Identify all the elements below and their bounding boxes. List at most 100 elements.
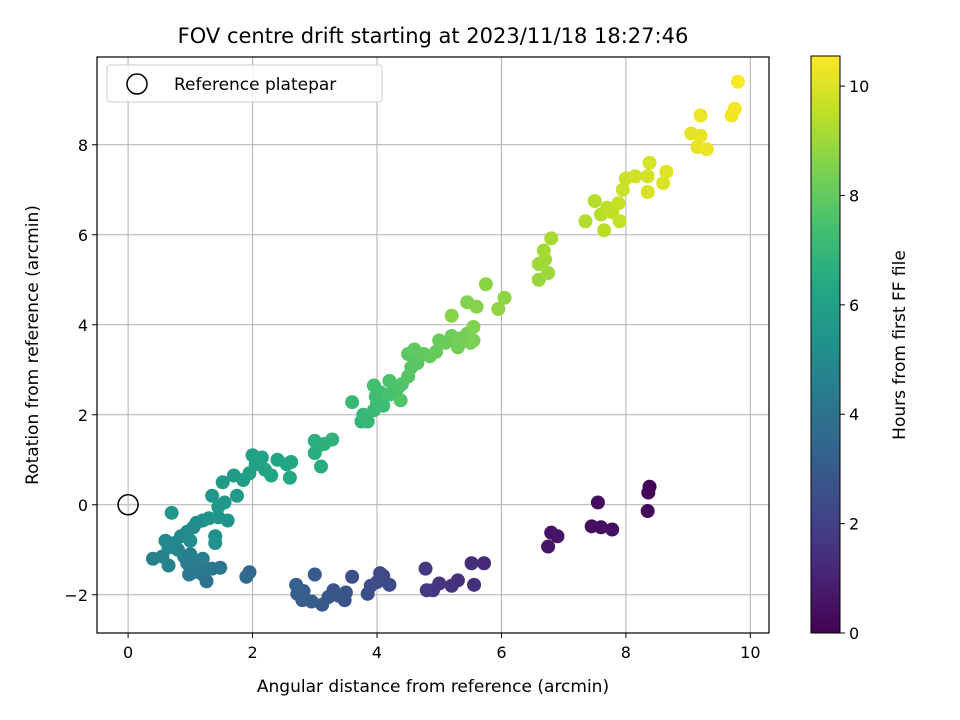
x-tick-label: 4 bbox=[372, 643, 382, 662]
data-point bbox=[727, 101, 742, 116]
colorbar-tick-label: 6 bbox=[849, 296, 859, 315]
data-points bbox=[146, 74, 745, 612]
data-point bbox=[544, 525, 559, 540]
data-point bbox=[578, 214, 593, 229]
x-tick-label: 0 bbox=[123, 643, 133, 662]
colorbar-label: Hours from first FF file bbox=[890, 250, 910, 440]
legend: Reference platepar bbox=[106, 64, 383, 103]
data-point bbox=[208, 536, 223, 550]
x-tick-label: 8 bbox=[621, 643, 631, 662]
data-point bbox=[641, 485, 656, 500]
plot-frame bbox=[96, 56, 770, 634]
data-point bbox=[444, 308, 459, 323]
data-point bbox=[466, 320, 481, 334]
colorbar-tick-label: 4 bbox=[849, 405, 859, 424]
data-point bbox=[464, 556, 479, 571]
data-point bbox=[158, 533, 173, 548]
data-point bbox=[284, 455, 299, 469]
data-point bbox=[345, 569, 360, 584]
y-tick-label: 4 bbox=[78, 316, 88, 335]
colorbar: 0 2 4 6 8 10 Hours from first FF file bbox=[810, 55, 910, 643]
data-point bbox=[393, 393, 408, 408]
data-point bbox=[239, 569, 254, 584]
chart-title: FOV centre drift starting at 2023/11/18 … bbox=[178, 24, 689, 48]
grid-lines bbox=[97, 57, 769, 633]
colorbar-tick-label: 8 bbox=[849, 186, 859, 205]
data-point bbox=[211, 500, 226, 514]
data-point bbox=[205, 488, 220, 503]
colorbar-tick-label: 2 bbox=[849, 515, 859, 534]
data-point bbox=[164, 505, 179, 520]
data-point bbox=[478, 277, 493, 292]
data-point bbox=[594, 520, 608, 535]
data-point bbox=[693, 108, 708, 123]
data-point bbox=[497, 290, 512, 305]
data-point bbox=[264, 468, 279, 483]
x-axis-label: Angular distance from reference (arcmin) bbox=[257, 677, 609, 697]
y-tick-label: 8 bbox=[78, 136, 88, 155]
legend-entry-reference-platepar: Reference platepar bbox=[174, 75, 336, 95]
data-point bbox=[491, 302, 506, 316]
data-point bbox=[418, 561, 433, 576]
data-point bbox=[541, 266, 556, 280]
x-axis-ticks: 0 2 4 6 8 10 bbox=[123, 633, 761, 662]
data-point bbox=[693, 128, 708, 143]
data-point bbox=[360, 414, 375, 429]
data-point bbox=[730, 74, 745, 89]
reference-platepar-marker bbox=[117, 494, 139, 516]
data-point bbox=[469, 299, 484, 314]
data-point bbox=[699, 142, 714, 157]
data-point bbox=[444, 578, 459, 593]
data-point bbox=[325, 432, 340, 447]
y-tick-label: −2 bbox=[64, 586, 88, 605]
data-point bbox=[254, 450, 269, 465]
y-tick-label: 6 bbox=[78, 226, 88, 245]
data-point bbox=[382, 577, 397, 592]
data-point bbox=[642, 155, 657, 170]
x-tick-label: 2 bbox=[247, 643, 257, 662]
data-point bbox=[314, 459, 328, 474]
x-tick-label: 10 bbox=[740, 643, 760, 662]
data-point bbox=[477, 556, 492, 571]
x-tick-label: 6 bbox=[496, 643, 506, 662]
data-point bbox=[628, 169, 643, 184]
colorbar-tick-label: 10 bbox=[849, 77, 869, 96]
data-point bbox=[429, 344, 444, 359]
y-tick-label: 2 bbox=[78, 406, 88, 425]
data-point bbox=[466, 333, 481, 348]
data-point bbox=[597, 223, 612, 238]
data-point bbox=[612, 214, 627, 229]
colorbar-tick-label: 0 bbox=[849, 624, 859, 643]
data-point bbox=[590, 495, 605, 510]
data-point bbox=[587, 194, 602, 208]
legend-marker-icon bbox=[126, 73, 148, 95]
data-point bbox=[307, 567, 322, 582]
data-point bbox=[640, 185, 655, 199]
data-point bbox=[605, 522, 620, 537]
data-point bbox=[659, 164, 674, 179]
data-point bbox=[282, 470, 297, 485]
data-point bbox=[230, 488, 244, 503]
data-point bbox=[541, 539, 556, 554]
colorbar-gradient bbox=[810, 55, 841, 634]
data-point bbox=[205, 561, 220, 576]
data-point bbox=[656, 176, 671, 190]
y-tick-label: 0 bbox=[78, 496, 88, 515]
data-point bbox=[544, 231, 559, 246]
data-point bbox=[615, 182, 630, 197]
data-point bbox=[289, 577, 304, 592]
data-point bbox=[315, 597, 330, 612]
data-point bbox=[215, 475, 230, 490]
data-point bbox=[419, 583, 434, 598]
data-point bbox=[183, 533, 198, 548]
data-point bbox=[611, 196, 626, 211]
data-point bbox=[220, 513, 235, 528]
data-point bbox=[183, 547, 198, 562]
data-point bbox=[536, 243, 551, 258]
data-point bbox=[195, 551, 210, 566]
data-point bbox=[360, 586, 375, 601]
data-point bbox=[467, 577, 482, 592]
legend-box bbox=[106, 64, 383, 103]
colorbar-ticks: 0 2 4 6 8 10 bbox=[840, 77, 869, 643]
y-axis-ticks: −2 0 2 4 6 8 bbox=[64, 136, 97, 605]
